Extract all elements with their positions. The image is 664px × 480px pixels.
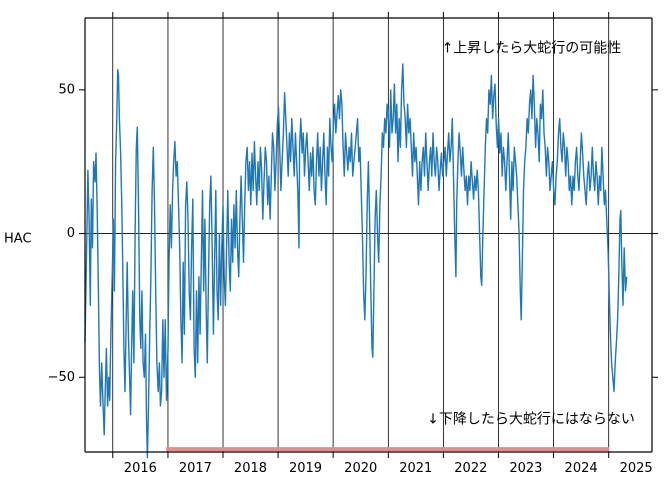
tick-label-layer: −50 0 50 2016 2017 2018 2019 2020 2021 2022 2023 20…	[48, 12, 658, 476]
x-tick-label-2021: 2021	[399, 461, 432, 476]
series-line-layer	[84, 63, 628, 459]
y-tick-label--50: −50	[48, 370, 75, 385]
annotation-fall: ↓下降したら大蛇行にはならない	[427, 411, 635, 427]
x-tick-label-2024: 2024	[565, 461, 598, 476]
x-tick-label-2018: 2018	[234, 461, 267, 476]
x-tick-label-2023: 2023	[509, 461, 542, 476]
y-axis-label: HAC	[4, 232, 32, 247]
x-tick-label-2019: 2019	[289, 461, 322, 476]
x-tick-label-2025: 2025	[620, 461, 653, 476]
x-tick-label-2017: 2017	[179, 461, 212, 476]
annotation-rise: ↑上昇したら大蛇行の可能性	[442, 40, 622, 56]
y-tick-label-0: 0	[67, 226, 75, 241]
x-tick-label-2020: 2020	[344, 461, 377, 476]
x-tick-label-2022: 2022	[454, 461, 487, 476]
x-tick-label-2016: 2016	[124, 461, 157, 476]
y-tick-label-50: 50	[58, 82, 75, 97]
series-line-0	[84, 63, 628, 459]
